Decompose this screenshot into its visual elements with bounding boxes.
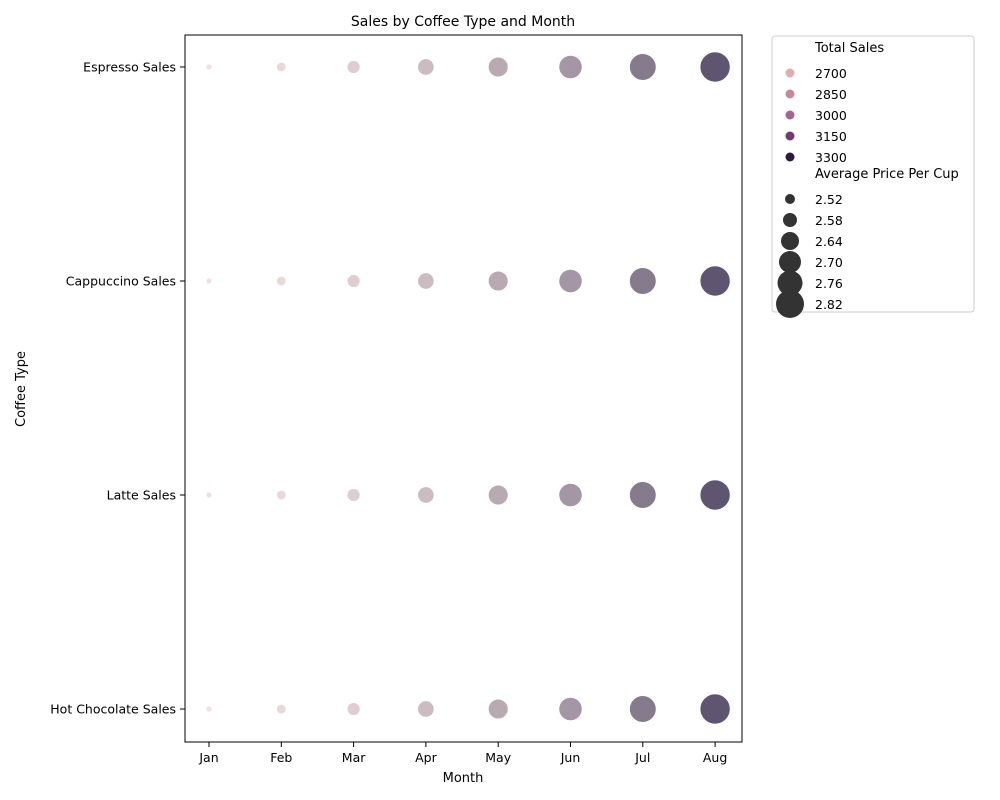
legend: Total Sales 2700 2850 3000 3150 3300 Average… bbox=[771, 35, 975, 318]
data-point bbox=[558, 269, 583, 293]
legend-hue-marker bbox=[785, 89, 795, 99]
data-point bbox=[488, 698, 509, 720]
plot-area bbox=[205, 51, 731, 725]
legend-size-label: 2.64 bbox=[815, 234, 843, 249]
legend-hue-marker bbox=[785, 110, 795, 120]
legend-size-label: 2.58 bbox=[815, 213, 843, 228]
data-point bbox=[417, 272, 435, 290]
legend-hue-label: 3150 bbox=[815, 129, 847, 144]
data-point bbox=[558, 483, 583, 507]
x-tick-label: Jul bbox=[634, 750, 650, 765]
legend-hue-entries: 2700 2850 3000 3150 3300 bbox=[785, 66, 847, 165]
x-tick-label: May bbox=[485, 750, 511, 765]
data-point bbox=[629, 267, 657, 295]
legend-size-marker bbox=[781, 232, 799, 250]
legend-hue-label: 3000 bbox=[815, 108, 847, 123]
legend-hue-label: 2850 bbox=[815, 87, 847, 102]
data-point bbox=[699, 479, 731, 511]
legend-size-marker bbox=[779, 251, 801, 273]
legend-size-title: Average Price Per Cup bbox=[815, 167, 959, 182]
y-axis: Espresso Sales Cappuccino Sales Latte Sale… bbox=[50, 60, 185, 717]
y-axis-label: Coffee Type bbox=[14, 351, 29, 427]
legend-size-marker bbox=[783, 213, 797, 227]
data-point bbox=[558, 55, 583, 79]
legend-hue-label: 3300 bbox=[815, 150, 847, 165]
data-point bbox=[205, 705, 213, 713]
legend-size-label: 2.52 bbox=[815, 192, 843, 207]
legend-size-entries: 2.52 2.58 2.64 2.70 2.76 2.82 bbox=[776, 192, 843, 318]
legend-hue-marker bbox=[785, 152, 795, 162]
legend-size-label: 2.70 bbox=[815, 255, 843, 270]
legend-size-label: 2.82 bbox=[815, 297, 843, 312]
legend-size-marker bbox=[776, 290, 804, 318]
data-point bbox=[417, 58, 435, 76]
data-point bbox=[205, 277, 213, 285]
data-point bbox=[417, 700, 435, 718]
y-tick-label: Cappuccino Sales bbox=[66, 274, 176, 289]
x-tick-label: Aug bbox=[703, 750, 727, 765]
data-point bbox=[346, 488, 361, 502]
data-point bbox=[205, 491, 213, 499]
legend-hue-title: Total Sales bbox=[814, 41, 884, 56]
data-point bbox=[488, 270, 509, 292]
legend-size-marker bbox=[777, 270, 803, 296]
data-point bbox=[276, 489, 287, 501]
x-tick-label: Apr bbox=[415, 750, 437, 765]
plot-frame bbox=[184, 34, 743, 743]
y-tick-label: Latte Sales bbox=[107, 488, 176, 503]
data-point bbox=[205, 63, 213, 71]
x-tick-label: Mar bbox=[342, 750, 366, 765]
data-point bbox=[417, 486, 435, 504]
legend-hue-marker bbox=[785, 131, 795, 141]
data-point bbox=[346, 702, 361, 716]
data-point bbox=[276, 61, 287, 73]
data-point bbox=[629, 53, 657, 81]
legend-hue-marker bbox=[785, 68, 795, 78]
x-axis: Jan Feb Mar Apr May Jun Jul Aug bbox=[198, 742, 727, 765]
x-tick-label: Feb bbox=[270, 750, 292, 765]
data-point bbox=[346, 60, 361, 74]
x-axis-label: Month bbox=[443, 771, 484, 786]
data-point bbox=[629, 481, 657, 509]
data-point bbox=[276, 275, 287, 287]
y-tick-label: Hot Chocolate Sales bbox=[50, 702, 176, 717]
data-point bbox=[488, 484, 509, 506]
data-point bbox=[699, 693, 731, 725]
chart-title: Sales by Coffee Type and Month bbox=[351, 14, 575, 30]
data-point bbox=[699, 265, 731, 297]
legend-frame bbox=[771, 35, 975, 313]
legend-size-label: 2.76 bbox=[815, 276, 843, 291]
data-point bbox=[699, 51, 731, 83]
data-point bbox=[276, 703, 287, 715]
data-point bbox=[558, 697, 583, 721]
x-tick-label: Jan bbox=[198, 750, 218, 765]
y-tick-label: Espresso Sales bbox=[83, 60, 176, 75]
data-point bbox=[629, 695, 657, 723]
data-point bbox=[346, 274, 361, 288]
legend-size-marker bbox=[785, 194, 795, 204]
x-tick-label: Jun bbox=[560, 750, 581, 765]
data-point bbox=[488, 56, 509, 78]
legend-hue-label: 2700 bbox=[815, 66, 847, 81]
